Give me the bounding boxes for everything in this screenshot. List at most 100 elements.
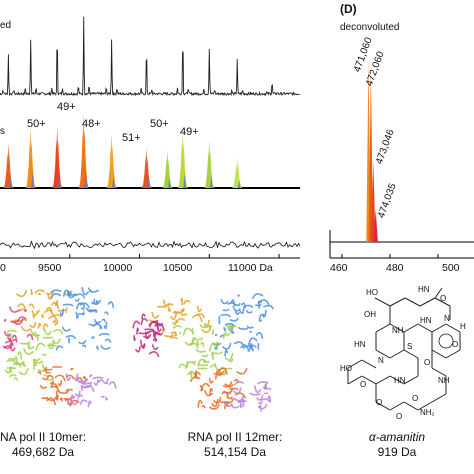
ribbon-12-yellow-0	[176, 317, 185, 324]
ribbon-10-blue-33	[81, 287, 89, 296]
ribbon-10-green-10	[18, 368, 29, 376]
ribbon-12-violet-24	[260, 398, 271, 403]
atom-o-2: O	[360, 380, 367, 389]
ribbon-12-orange-14	[197, 399, 203, 408]
atom-o-5: O	[376, 398, 383, 407]
ribbon-10-green-28	[28, 344, 31, 350]
ribbon-12-blue-15	[227, 302, 237, 307]
ribbon-10-orange-10	[68, 400, 72, 407]
panel-d-subtitle: deconvoluted	[340, 22, 400, 33]
ribbon-10-pink-4	[26, 333, 34, 341]
ribbon-10-blue-39	[65, 335, 76, 340]
ribbon-10-orange-24	[76, 377, 83, 382]
ribbon-12-green-9	[184, 337, 195, 346]
ribbon-10-violet-24	[79, 399, 88, 405]
atom-ho-2: HO	[340, 364, 352, 373]
ribbon-10-orange-9	[59, 397, 63, 402]
ribbon-10-violet-8	[89, 374, 93, 378]
ribbon-10-violet-22	[74, 390, 81, 397]
rna-pol-ii-10mer-structure	[2, 287, 117, 408]
ribbon-10-yellow-22	[45, 291, 55, 295]
ribbon-10-blue-30	[103, 321, 108, 330]
ribbon-12-green-20	[199, 324, 211, 329]
ribbon-12-orange-27	[224, 381, 233, 387]
d-peak-2	[371, 160, 376, 242]
atom-hn-1: HN	[418, 285, 430, 294]
ribbon-12-blue-7	[263, 304, 274, 310]
ribbon-10-yellow-12	[46, 307, 53, 312]
ribbon-12-violet-23	[239, 404, 243, 409]
ribbon-10-green-37	[32, 358, 41, 362]
ribbon-12-blue-42	[223, 326, 227, 331]
ribbon-10-blue-35	[74, 298, 80, 302]
ribbon-10-blue-5	[104, 311, 109, 316]
atom-nh-1: NH	[392, 326, 404, 335]
ribbon-10-orange-2	[51, 380, 54, 384]
ribbon-10-blue-6	[67, 337, 70, 344]
ribbon-12-green-5	[226, 325, 237, 328]
ribbon-10-green-36	[13, 377, 18, 381]
series-minor-peak-8	[209, 176, 213, 188]
ribbon-10-blue-28	[50, 293, 62, 299]
bond-33	[403, 401, 419, 411]
bond-24	[375, 375, 391, 385]
caption-12mer-line2: 514,154 Da	[203, 445, 267, 459]
caption-10mer-line1: NA pol II 10mer:	[0, 430, 87, 444]
ribbon-10-yellow-24	[43, 309, 54, 317]
ribbon-10-green-23	[46, 378, 55, 381]
ribbon-10-blue-17	[98, 333, 110, 337]
ribbon-12-orange-10	[201, 404, 206, 409]
bond-2	[404, 297, 421, 307]
ribbon-12-blue-19	[255, 331, 264, 340]
ribbon-10-violet-5	[81, 383, 92, 389]
atom-o-7: O	[396, 412, 403, 421]
ribbon-10-violet-10	[108, 381, 117, 389]
ribbon-10-green-20	[5, 366, 12, 374]
ribbon-12-blue-30	[222, 342, 232, 350]
left-spectra-svg	[0, 16, 300, 259]
d-peak-1	[368, 69, 374, 242]
ribbon-12-green-38	[211, 351, 214, 361]
ribbon-12-blue-1	[232, 305, 241, 312]
ribbon-10-pink-8	[11, 334, 18, 343]
ribbon-10-blue-34	[100, 344, 111, 350]
ribbon-12-orange-22	[200, 382, 210, 392]
ribbon-12-blue-4	[257, 301, 262, 304]
ribbon-12-magenta-18	[136, 327, 140, 335]
ribbon-12-green-18	[228, 358, 234, 363]
atom-o-6: O	[412, 394, 419, 403]
ribbon-10-blue-25	[82, 344, 87, 348]
left-tick-9500: 9500	[38, 262, 62, 274]
ribbon-12-magenta-17	[141, 313, 146, 320]
ribbon-10-orange-11	[41, 396, 49, 400]
series-minor-peak-2	[57, 172, 61, 188]
bond-34	[417, 401, 433, 411]
ribbon-12-violet-21	[227, 392, 232, 395]
ribbon-10-yellow-19	[62, 307, 68, 312]
charge-label-48: 48+	[82, 118, 101, 130]
ribbon-12-magenta-24	[154, 336, 158, 342]
ribbon-12-yellow-7	[172, 319, 177, 326]
ribbon-12-yellow-14	[151, 311, 160, 319]
aromatic-ring	[438, 333, 454, 349]
ribbon-12-green-12	[201, 354, 209, 358]
charge-label-49b: 49+	[180, 126, 199, 138]
ribbon-10-orange-12	[55, 394, 59, 401]
amanitin-skeleton-svg	[347, 287, 461, 411]
bond-31	[375, 401, 391, 411]
ribbon-10-violet-21	[74, 373, 79, 382]
ribbon-12-orange-28	[209, 404, 220, 410]
bond-8	[375, 349, 391, 359]
ribbon-10-yellow-16	[47, 293, 52, 300]
bond-15	[445, 323, 461, 333]
ribbon-12-orange-18	[221, 391, 229, 397]
ribbon-10-yellow-0	[42, 323, 49, 331]
amanitin-mass: 919 Da	[377, 445, 417, 459]
ribbon-12-green-16	[211, 329, 214, 335]
ribbon-12-blue-37	[248, 337, 258, 346]
bond-40	[434, 287, 443, 299]
ribbon-10-blue-9	[85, 307, 96, 313]
ribbon-10-blue-16	[88, 321, 98, 327]
ribbon-12-magenta-15	[156, 320, 164, 327]
ribbon-12-yellow-18	[183, 299, 191, 305]
